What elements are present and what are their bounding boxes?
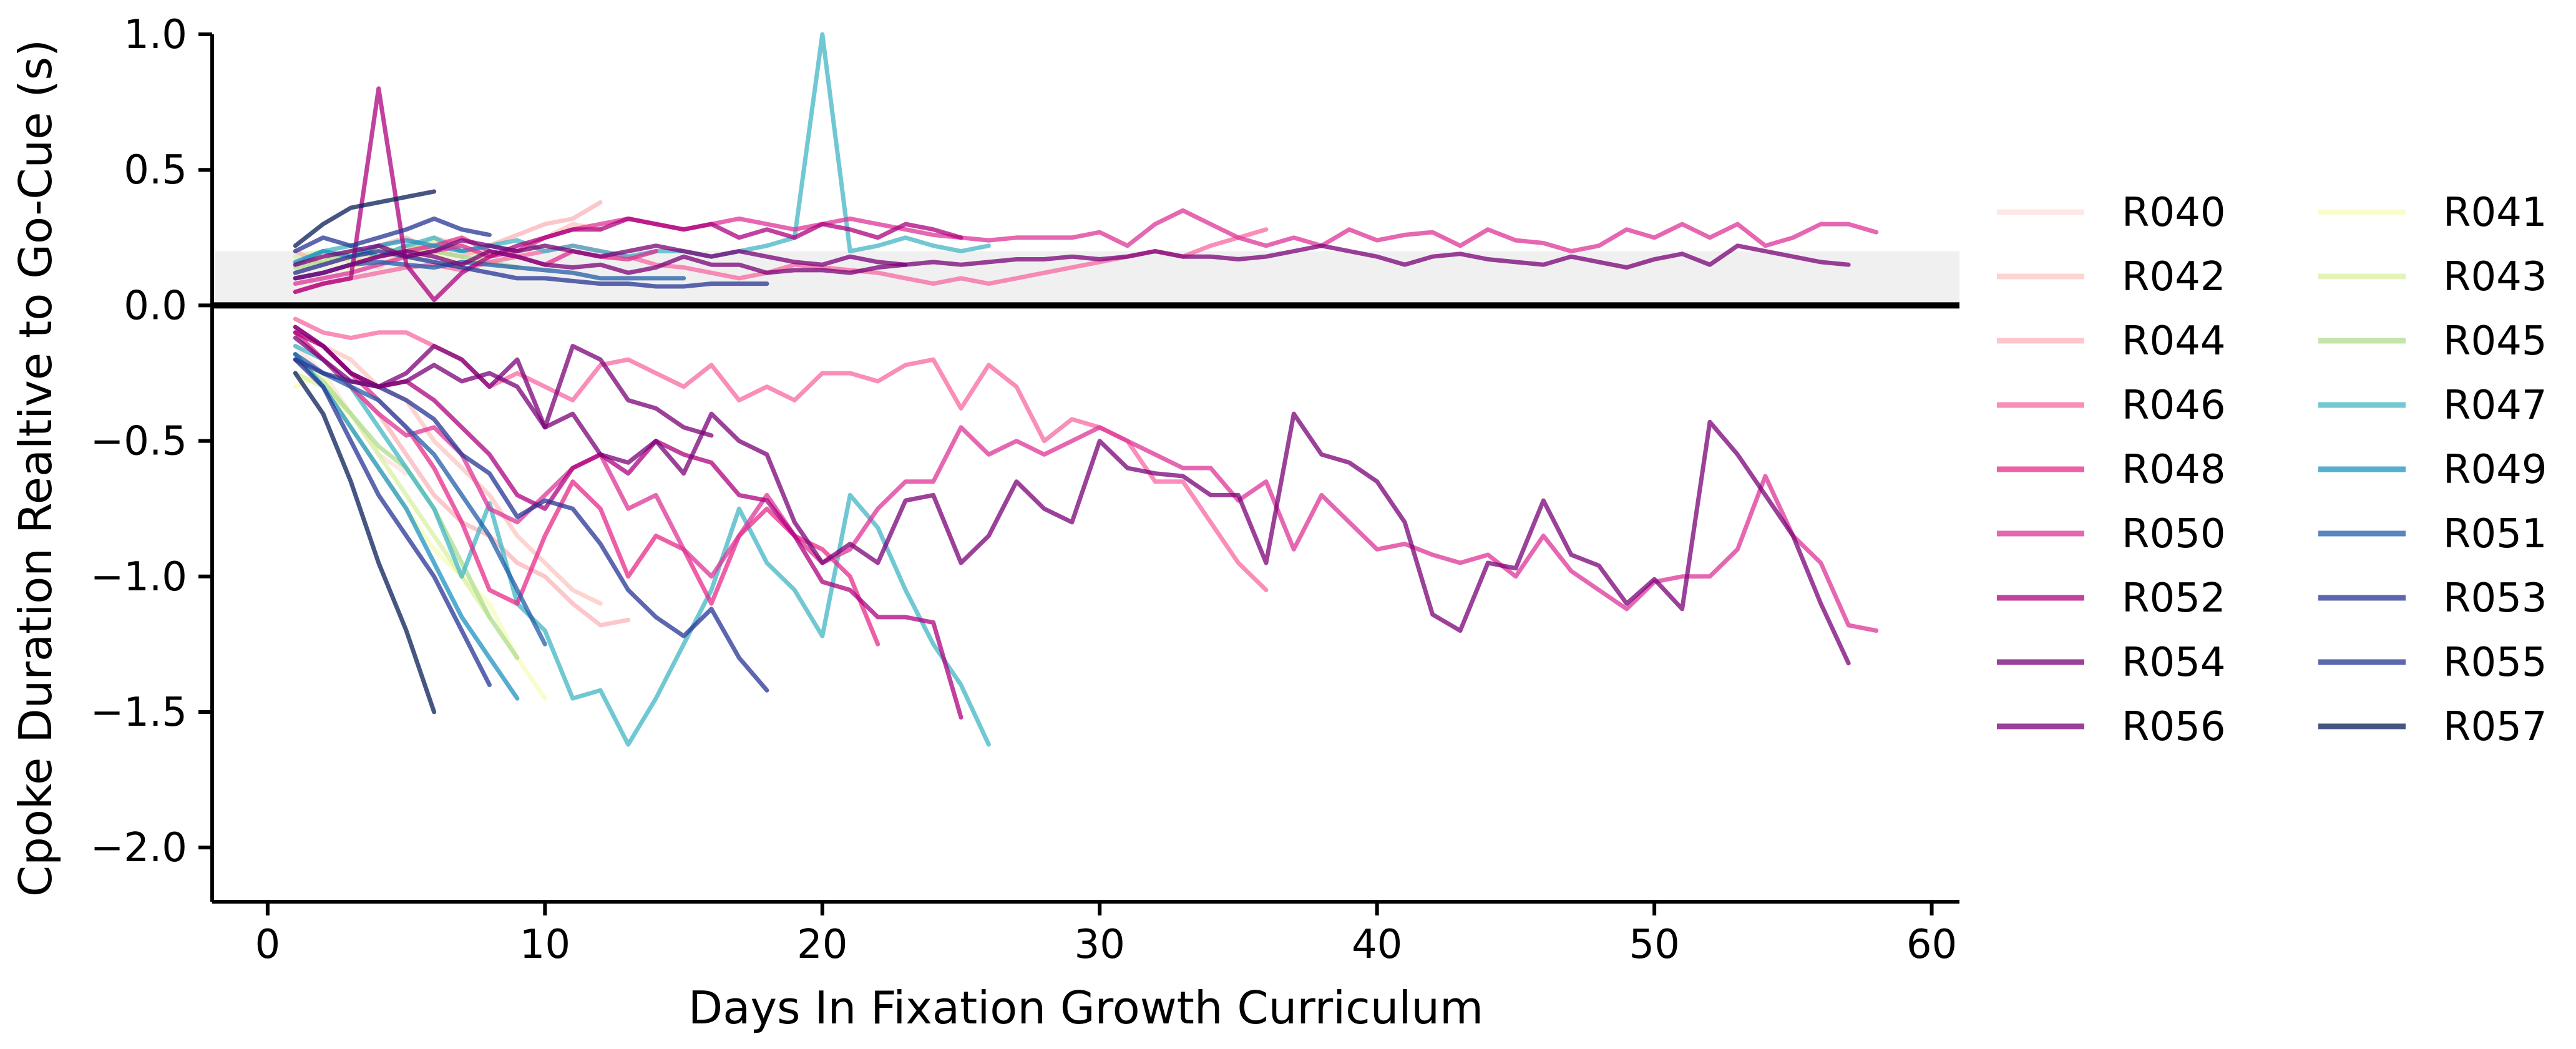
series-layer [293,32,1879,747]
legend-label-r057: R057 [2443,704,2547,750]
series-line-r050-viol [293,330,1879,633]
y-tick-label: −1.5 [90,690,187,736]
series-line-r055-viol [293,357,492,687]
legend-label-r047: R047 [2443,383,2547,429]
legend-label-r054: R054 [2122,640,2226,686]
series-line-r046-early [293,227,1269,295]
x-tick-label: 30 [1075,922,1125,968]
legend-label-r056: R056 [2122,704,2226,750]
y-tick-label: 0.5 [124,147,187,193]
x-tick-label: 40 [1352,922,1402,968]
legend-label-r052: R052 [2122,575,2226,622]
legend-label-r043: R043 [2443,254,2547,300]
y-tick-label: −1.0 [90,554,187,600]
x-tick-label: 0 [255,922,281,968]
series-line-r042-viol [293,330,603,606]
x-axis-title: Days In Fixation Growth Curriculum [688,982,1483,1034]
plot-area [212,32,1959,747]
y-tick-label: 1.0 [124,12,187,58]
y-tick-label: −2.0 [90,825,187,871]
y-ticks: 1.0 0.5 0.0 −0.5 −1.0 −1.5 −2.0 [90,12,212,871]
series-line-r056-early [293,238,908,267]
legend-label-r055: R055 [2443,640,2547,686]
series-line-r054-viol [293,324,1851,666]
axes: 0 10 20 30 40 50 60 1.00.50.0−0.5−1.0−1.5−2.0 … [9,12,1959,1034]
legend-label-r051: R051 [2443,511,2547,557]
legend: R040 R041 R042 R043 R044 R045 R046 R047 R048 R049… [1997,190,2547,750]
legend-label-r050: R050 [2122,511,2226,557]
series-line-r056-viol [293,336,714,438]
legend-label-r053: R053 [2443,575,2547,622]
y-tick-label: −0.5 [90,419,187,465]
series-line-r057-viol [293,371,437,715]
legend-label-r045: R045 [2443,318,2547,364]
series-line-r052-early [293,86,964,303]
series-line-r055-early [293,216,492,253]
legend-label-r049: R049 [2443,447,2547,493]
series-line-r054-early [293,243,1851,281]
y-axis-title: Cpoke Duration Realtive to Go-Cue (s) [9,39,62,897]
series-line-r057-early [293,189,437,248]
legend-label-r048: R048 [2122,447,2226,493]
legend-label-r040: R040 [2122,190,2226,236]
x-tick-label: 20 [797,922,847,968]
legend-label-r041: R041 [2443,190,2547,236]
series-line-r053-early [293,249,769,289]
x-tick-label: 10 [520,922,570,968]
legend-label-r044: R044 [2122,318,2226,364]
legend-label-r042: R042 [2122,254,2226,300]
series-line-r051-viol [293,352,547,646]
legend-label-r046: R046 [2122,383,2226,429]
y-tick-label: 0.0 [124,283,187,329]
x-tick-label: 60 [1906,922,1957,968]
x-tick-label: 50 [1629,922,1679,968]
x-ticks: 0 10 20 30 40 50 60 [255,902,1957,968]
series-line-r047-viol [293,344,991,747]
